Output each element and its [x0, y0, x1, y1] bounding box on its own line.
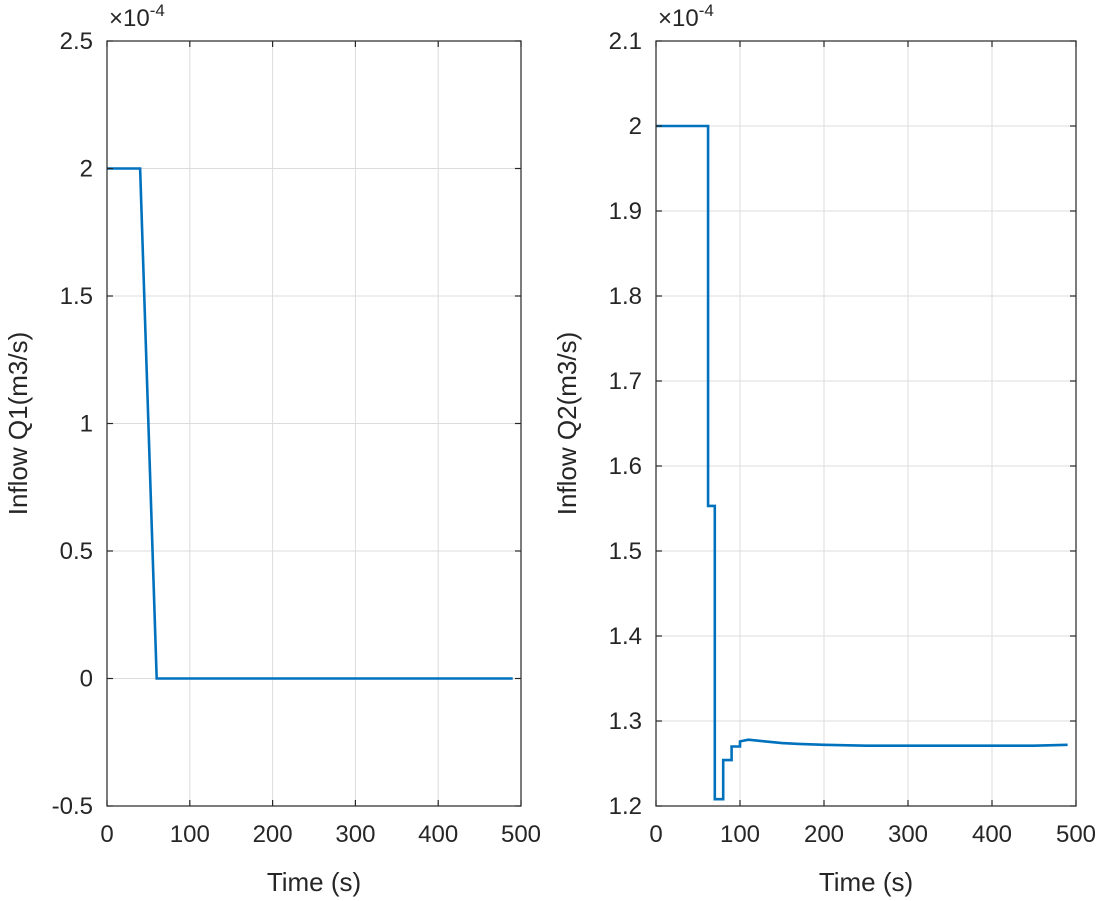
y-tick-label: 1.7: [609, 368, 642, 395]
exponent-power: -4: [150, 1, 165, 20]
y-tick-label: 2.5: [60, 28, 93, 55]
x-tick-label: 100: [720, 821, 760, 848]
x-tick-label: 500: [1056, 821, 1096, 848]
y-tick-label: 2: [80, 156, 93, 183]
y-tick-label: 1.3: [609, 708, 642, 735]
x-tick-label: 100: [170, 821, 210, 848]
y-tick-label: 1.5: [60, 283, 93, 310]
x-tick-label: 200: [804, 821, 844, 848]
chart-panel-2: 0 100 200 300 400 500 1.2 1.3 1.4 1.5 1.6 1.7 1.8 1.9…: [552, 1, 1096, 897]
axis-box: [655, 40, 1077, 807]
y-tick-label: 1.8: [609, 283, 642, 310]
y-exponent-label: ×10-4: [658, 1, 714, 32]
y-tick-label: 1.4: [609, 623, 642, 650]
exponent-base: ×10: [109, 5, 150, 32]
y-tick-label: 2.1: [609, 28, 642, 55]
x-axis-label: Time (s): [819, 867, 913, 897]
chart-panel-1: 0 100 200 300 400 500 -0.5 0 0.5 1 1.5 2 2.5 ×10-4 Tim…: [3, 1, 541, 897]
y-tick-label: 0.5: [60, 538, 93, 565]
x-tick-label: 300: [888, 821, 928, 848]
series-line-q1: [107, 167, 513, 680]
y-axis-label: Inflow Q1(m3/s): [3, 332, 33, 516]
y-tick-label: 1.9: [609, 198, 642, 225]
x-tick-label: 0: [100, 821, 113, 848]
y-tick-label: 2: [629, 113, 642, 140]
y-tick-label: 1.6: [609, 453, 642, 480]
exponent-base: ×10: [658, 5, 699, 32]
y-tick-label: 0: [80, 666, 93, 693]
y-tick-label: -0.5: [52, 793, 93, 820]
y-tick-label: 1.5: [609, 538, 642, 565]
series-line-q2: [656, 124, 1068, 801]
x-tick-label: 400: [418, 821, 458, 848]
y-tick-label: 1.2: [609, 793, 642, 820]
y-exponent-label: ×10-4: [109, 1, 165, 32]
y-axis-label: Inflow Q2(m3/s): [552, 332, 582, 516]
plot-area: [656, 41, 1076, 806]
y-tick-label: 1: [80, 411, 93, 438]
x-tick-label: 200: [253, 821, 293, 848]
x-tick-label: 300: [335, 821, 375, 848]
x-tick-label: 0: [649, 821, 662, 848]
x-axis-label: Time (s): [267, 867, 361, 897]
x-tick-label: 500: [501, 821, 541, 848]
x-tick-label: 400: [972, 821, 1012, 848]
exponent-power: -4: [699, 1, 714, 20]
